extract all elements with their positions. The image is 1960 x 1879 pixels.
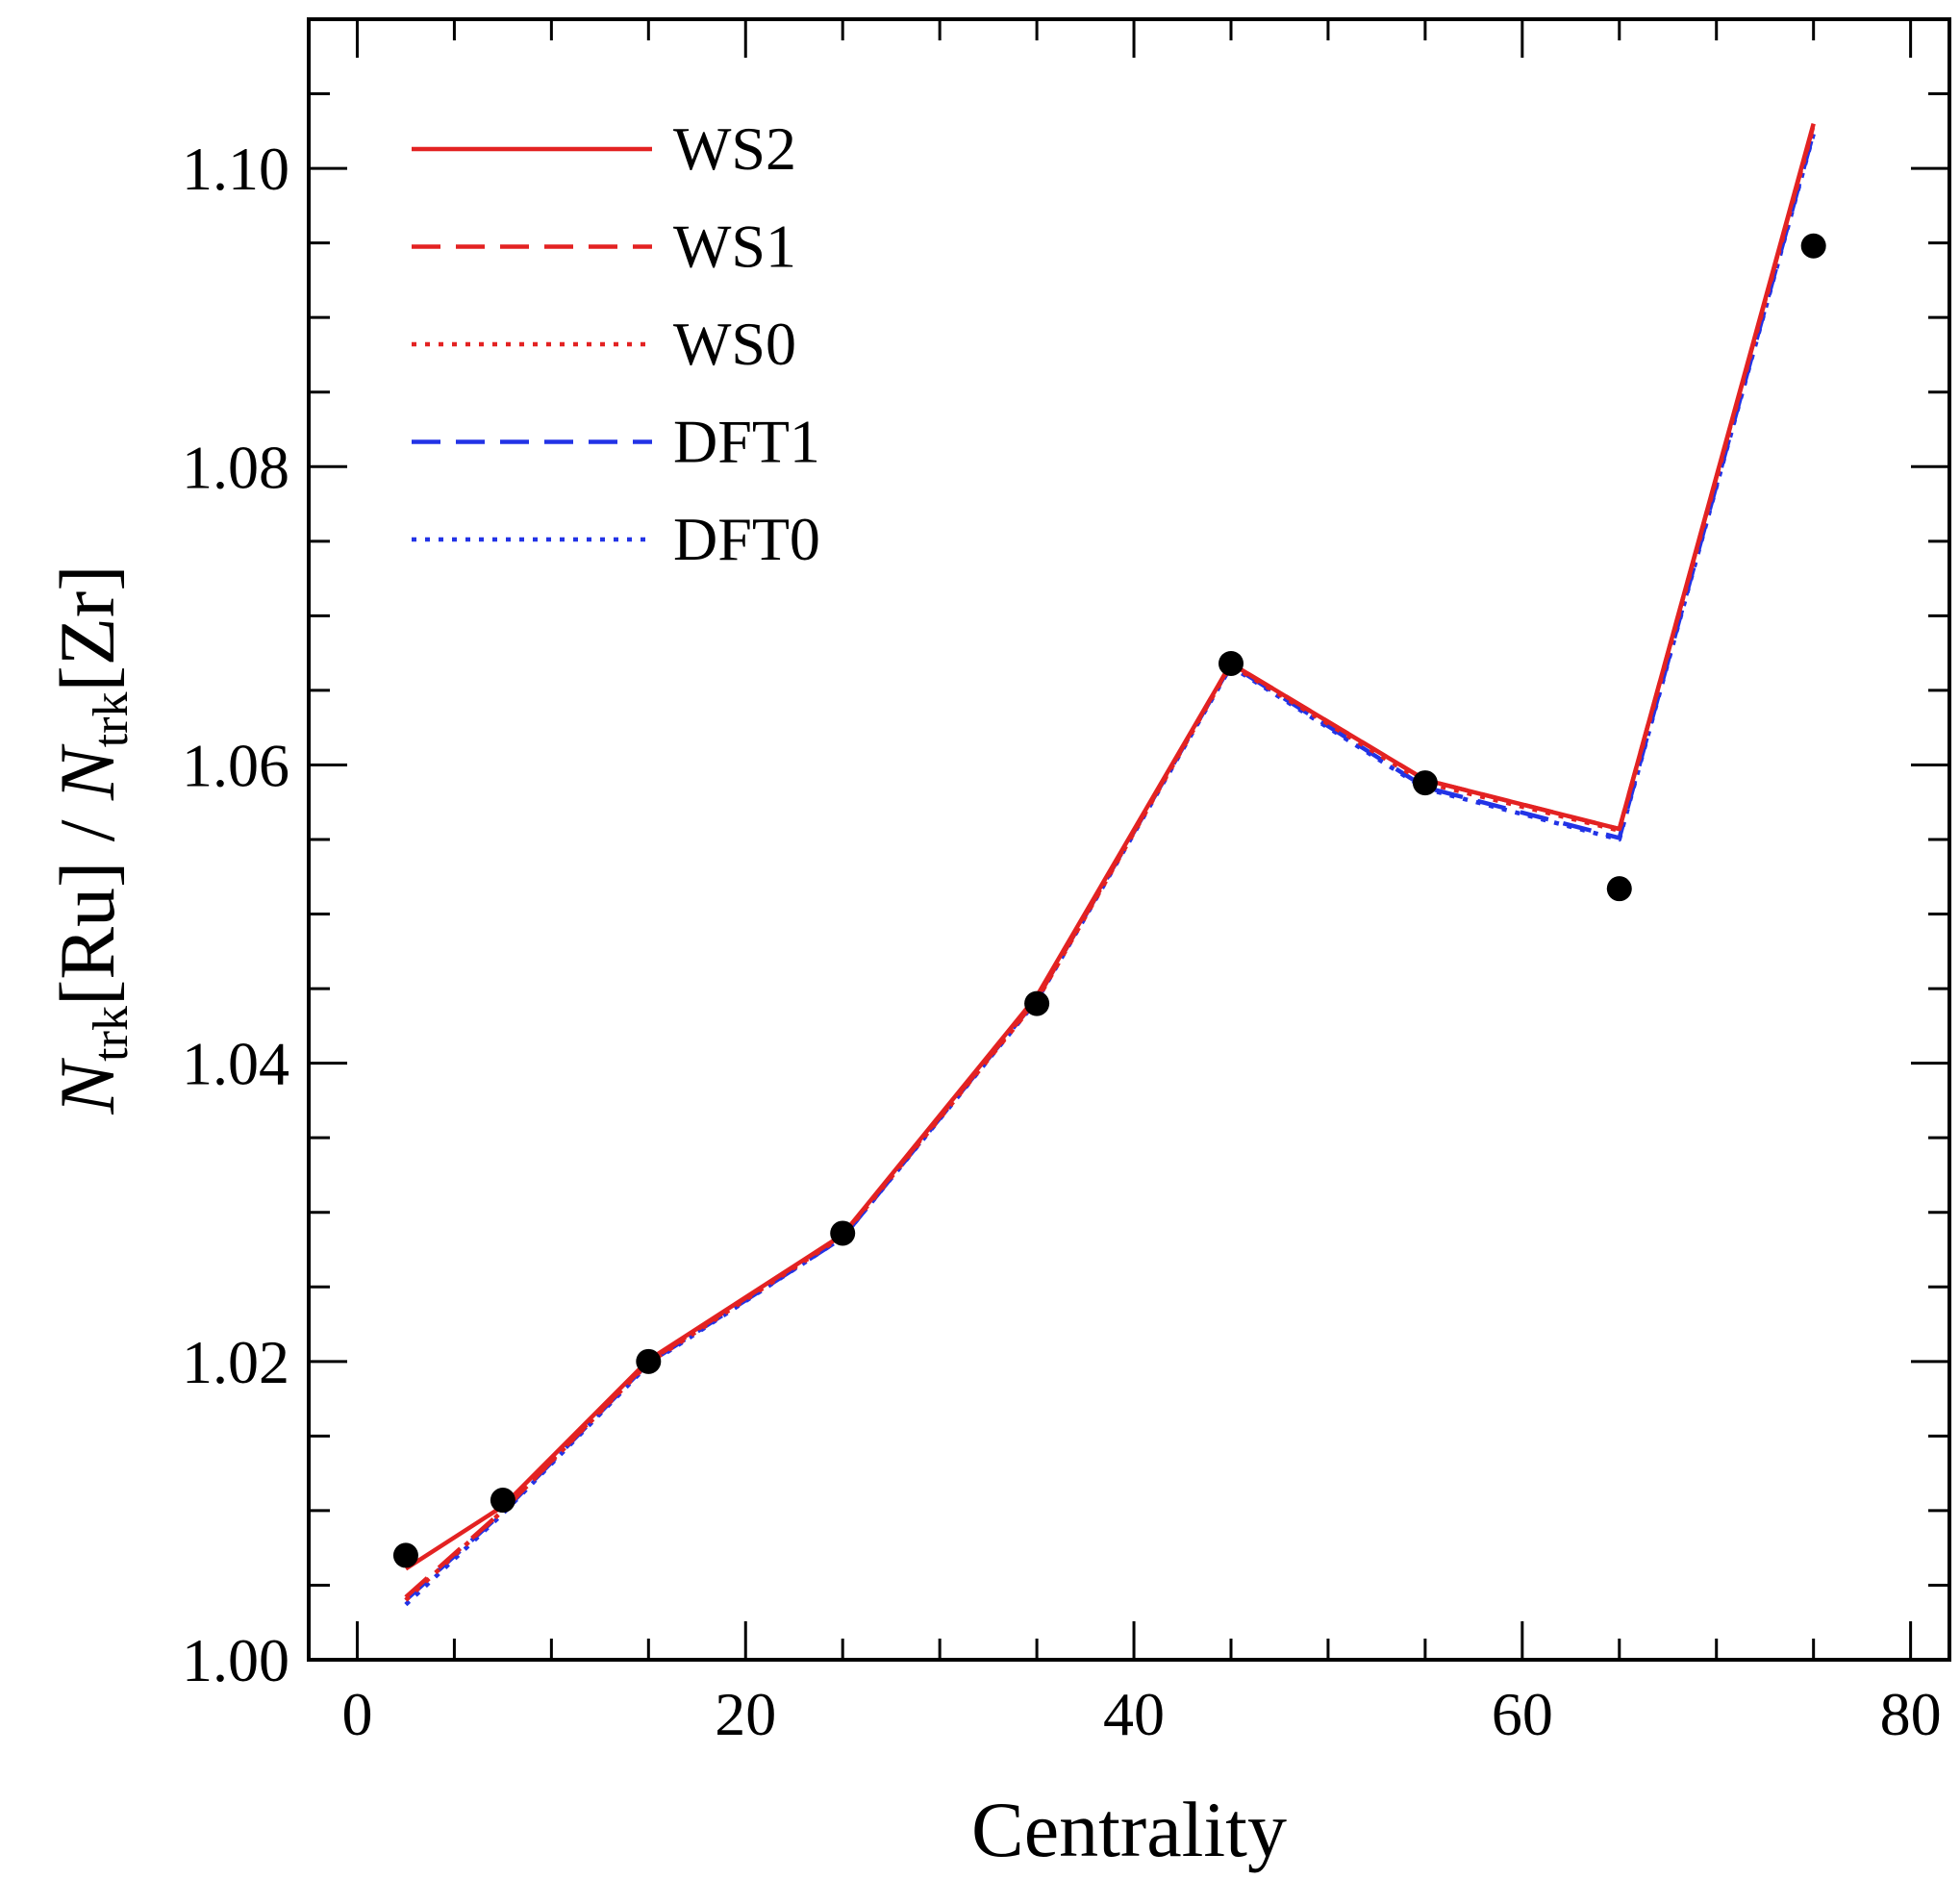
y-axis-title-n1: N [43,1058,131,1115]
legend-label-ws2: WS2 [673,114,796,183]
y-axis-title-end: [Zr] [43,564,131,691]
y-axis-title-sub2: trk [84,691,138,747]
series-line-ws1 [404,124,1816,1599]
y-axis-title-sub1: trk [84,1006,138,1062]
legend-label-ws1: WS1 [673,213,796,281]
y-tick-label: 1.08 [182,433,289,501]
x-tick-label: 0 [341,1680,372,1748]
y-tick-labels: 1.00 1.02 1.04 1.06 1.08 1.10 [182,135,289,1694]
legend-label-dft0: DFT0 [673,505,820,573]
data-point [1218,650,1244,676]
y-tick-label: 1.06 [182,731,289,799]
series-line-dft1 [404,132,1816,1602]
data-point [392,1542,418,1568]
x-tick-labels: 0 20 40 60 80 [341,1680,1941,1748]
legend: WS2 WS1 WS0 DFT1 DFT0 [412,114,820,573]
y-tick-label: 1.04 [182,1030,289,1098]
legend-label-ws0: WS0 [673,310,796,378]
series-line-ws2 [404,123,1816,1571]
y-axis-title: Ntrk[Ru] / Ntrk[Zr] [43,564,138,1115]
x-tick-label: 40 [1103,1680,1165,1748]
y-tick-label: 1.02 [182,1328,289,1396]
data-point [1606,876,1632,902]
data-point [636,1348,662,1374]
data-point [1800,233,1826,259]
data-point [830,1220,856,1246]
x-axis-title: Centrality [971,1786,1287,1873]
legend-label-dft1: DFT1 [673,408,820,476]
x-tick-label: 80 [1880,1680,1942,1748]
data-point [1024,990,1050,1016]
data-point [490,1488,515,1514]
series-line-ws0 [404,126,1816,1602]
axis-ticks [309,17,1949,1662]
y-axis-title-n2: N [43,743,131,801]
plot-frame [307,17,1951,1662]
data-point [1412,770,1438,796]
y-tick-label: 1.00 [182,1626,289,1694]
data-points [392,233,1826,1568]
y-tick-label: 1.10 [182,135,289,203]
x-tick-label: 20 [715,1680,776,1748]
y-axis-title-mid: [Ru] / [43,800,131,1006]
x-tick-label: 60 [1492,1680,1553,1748]
